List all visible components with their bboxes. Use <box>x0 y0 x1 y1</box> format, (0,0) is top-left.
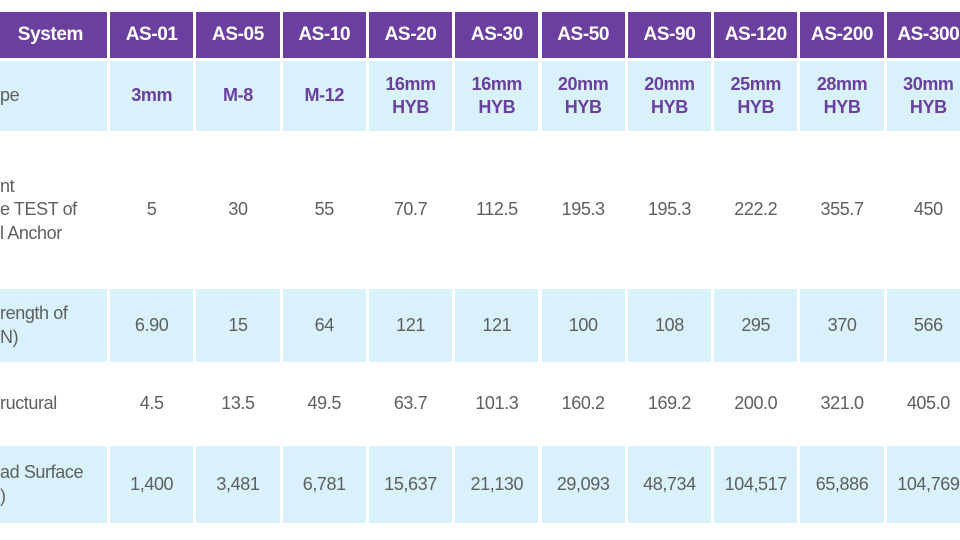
row-label: rength of N) <box>0 289 107 362</box>
row-label: ad Surface ) <box>0 446 107 523</box>
row-label: pe <box>0 61 107 131</box>
header-cell: AS-10 <box>282 12 366 58</box>
table-cell: 70.7 <box>368 134 453 286</box>
table-cell: 112.5 <box>455 134 539 286</box>
table-cell: 104,769 <box>886 446 960 523</box>
header-cell: AS-01 <box>110 12 194 58</box>
table-cell: 3,481 <box>196 446 280 523</box>
header-cell: AS-30 <box>455 12 539 58</box>
table-cell: 4.5 <box>110 365 194 443</box>
table-cell: 169.2 <box>627 365 712 443</box>
table-cell: 15,637 <box>368 446 453 523</box>
row-label: ructural <box>0 365 107 443</box>
table-cell: 6,781 <box>282 446 366 523</box>
table-cell: 5 <box>110 134 194 286</box>
table-cell: 121 <box>455 289 539 362</box>
table-cell: 295 <box>714 289 798 362</box>
table-cell: 370 <box>800 289 884 362</box>
table-cell: 405.0 <box>886 365 960 443</box>
table-cell: 6.90 <box>110 289 194 362</box>
header-cell: AS-05 <box>196 12 280 58</box>
table-cell: 48,734 <box>627 446 712 523</box>
row-label: nt e TEST of l Anchor <box>0 134 107 286</box>
header-cell: AS-50 <box>541 12 625 58</box>
table-cell: M-12 <box>282 61 366 131</box>
table-cell: 20mm HYB <box>541 61 625 131</box>
table-cell: 15 <box>196 289 280 362</box>
table-cell: 104,517 <box>714 446 798 523</box>
header-cell: System <box>0 12 107 58</box>
table-cell: 25mm HYB <box>714 61 798 131</box>
table-cell: 30 <box>196 134 280 286</box>
table-cell: 195.3 <box>627 134 712 286</box>
table-cell: 16mm HYB <box>455 61 539 131</box>
table-cell: 65,886 <box>800 446 884 523</box>
header-cell: AS-20 <box>368 12 453 58</box>
table-cell: 16mm HYB <box>368 61 453 131</box>
table-cell: 1,400 <box>110 446 194 523</box>
table-cell: 30mm HYB <box>886 61 960 131</box>
table-cell: 101.3 <box>455 365 539 443</box>
table-cell: 200.0 <box>714 365 798 443</box>
table-cell: 49.5 <box>282 365 366 443</box>
table-cell: 29,093 <box>541 446 625 523</box>
table-cell: 450 <box>886 134 960 286</box>
header-cell: AS-300 <box>886 12 960 58</box>
table-cell: 108 <box>627 289 712 362</box>
table-cell: 64 <box>282 289 366 362</box>
table-cell: M-8 <box>196 61 280 131</box>
table-cell: 195.3 <box>541 134 625 286</box>
table-cell: 321.0 <box>800 365 884 443</box>
table-cell: 13.5 <box>196 365 280 443</box>
table-cell: 355.7 <box>800 134 884 286</box>
table-cell: 160.2 <box>541 365 625 443</box>
header-cell: AS-200 <box>800 12 884 58</box>
table-cell: 55 <box>282 134 366 286</box>
table-cell: 63.7 <box>368 365 453 443</box>
table-cell: 3mm <box>110 61 194 131</box>
header-cell: AS-120 <box>714 12 798 58</box>
table-cell: 121 <box>368 289 453 362</box>
table-cell: 28mm HYB <box>800 61 884 131</box>
table-cell: 566 <box>886 289 960 362</box>
table-cell: 20mm HYB <box>627 61 712 131</box>
table-cell: 21,130 <box>455 446 539 523</box>
table-cell: 100 <box>541 289 625 362</box>
table-cell: 222.2 <box>714 134 798 286</box>
header-cell: AS-90 <box>627 12 712 58</box>
